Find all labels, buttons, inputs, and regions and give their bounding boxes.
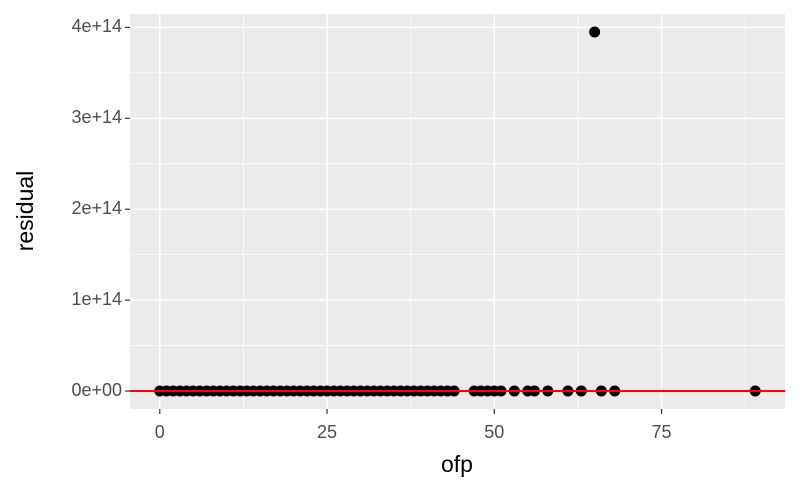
x-tick-label: 75 bbox=[652, 422, 672, 442]
y-tick-label: 0e+00 bbox=[71, 380, 122, 400]
x-tick-label: 50 bbox=[484, 422, 504, 442]
panel bbox=[130, 14, 785, 409]
y-tick-label: 3e+14 bbox=[71, 107, 122, 127]
x-axis-title: ofp bbox=[441, 451, 473, 477]
y-tick-label: 4e+14 bbox=[71, 16, 122, 36]
point bbox=[589, 26, 601, 38]
x-tick-label: 25 bbox=[317, 422, 337, 442]
y-tick-label: 2e+14 bbox=[71, 198, 122, 218]
x-tick-label: 0 bbox=[155, 422, 165, 442]
y-axis-title: residual bbox=[12, 171, 38, 252]
y-tick-label: 1e+14 bbox=[71, 289, 122, 309]
